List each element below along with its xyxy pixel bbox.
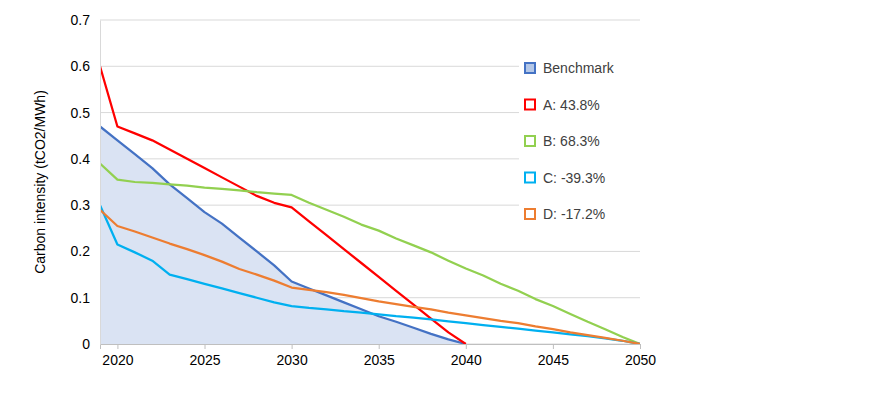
- legend-background: [519, 56, 647, 239]
- y-tick-label: 0.5: [71, 105, 91, 121]
- x-tick-mark: [640, 344, 641, 349]
- y-axis-line: [100, 21, 101, 345]
- y-tick: 0.6: [71, 58, 100, 74]
- x-tick-label: 2025: [189, 352, 220, 368]
- legend-swatch: [525, 136, 535, 146]
- grid: [100, 20, 640, 344]
- y-tick-label: 0.1: [71, 290, 91, 306]
- legend-label: A: 43.8%: [543, 97, 600, 113]
- legend: Benchmark A: 43.8% B: 68.3% C: -39.3% D: -17…: [519, 56, 647, 239]
- y-axis: 0 0.1 0.2 0.3 0.4 0.5 0.6 0.7: [71, 12, 101, 352]
- legend-swatch: [525, 209, 535, 219]
- x-tick: 2035: [364, 344, 395, 368]
- y-tick-label: 0.3: [71, 197, 91, 213]
- legend-swatch: [525, 173, 535, 183]
- x-tick-label: 2035: [364, 352, 395, 368]
- x-tick-mark: [553, 344, 554, 349]
- y-tick-label: 0.4: [71, 151, 91, 167]
- series-line: [100, 126, 466, 344]
- x-tick-mark: [117, 344, 118, 349]
- x-tick-label: 2045: [538, 352, 569, 368]
- legend-label: C: -39.3%: [543, 170, 605, 186]
- x-tick-mark: [379, 344, 380, 349]
- legend-swatch: [525, 63, 535, 73]
- plot-area: [100, 66, 640, 344]
- y-tick: 0.4: [71, 151, 100, 167]
- y-tick-label: 0.6: [71, 58, 91, 74]
- y-tick: 0.3: [71, 197, 100, 213]
- x-tick-label: 2030: [277, 352, 308, 368]
- x-tick: 2030: [277, 344, 308, 368]
- y-tick: 0.5: [71, 105, 100, 121]
- y-axis-title: Carbon intensity (tCO2/MWh): [32, 90, 48, 274]
- x-tick: 2040: [451, 344, 482, 368]
- x-tick: 2020: [102, 344, 133, 368]
- y-tick-label: 0.2: [71, 243, 91, 259]
- legend-label: Benchmark: [543, 60, 615, 76]
- y-tick: 0.7: [71, 12, 100, 28]
- y-tick-label: 0.7: [71, 12, 91, 28]
- legend-swatch: [525, 100, 535, 110]
- legend-label: B: 68.3%: [543, 133, 600, 149]
- series-area: [100, 126, 466, 344]
- x-tick: 2045: [538, 344, 569, 368]
- x-tick-label: 2020: [102, 352, 133, 368]
- x-tick-mark: [292, 344, 293, 349]
- grid-line: [100, 20, 640, 21]
- y-tick: 0.1: [71, 290, 100, 306]
- x-axis: 2020 2025 2030 2035 2040 2045 2050: [101, 344, 657, 368]
- x-tick: 2025: [189, 344, 220, 368]
- legend-label: D: -17.2%: [543, 206, 605, 222]
- x-tick: 2050: [625, 344, 656, 368]
- series-line: [100, 66, 466, 344]
- y-tick: 0.2: [71, 243, 100, 259]
- x-axis-line: [101, 345, 641, 350]
- x-tick-label: 2050: [625, 352, 656, 368]
- chart: 2020 2025 2030 2035 2040 2045 2050 0 0.1 0.2 0.3 0.…: [0, 0, 891, 393]
- x-tick-label: 2040: [451, 352, 482, 368]
- y-tick: 0: [82, 336, 100, 352]
- x-tick-mark: [205, 344, 206, 349]
- x-tick-mark: [466, 344, 467, 349]
- y-tick-label: 0: [82, 336, 90, 352]
